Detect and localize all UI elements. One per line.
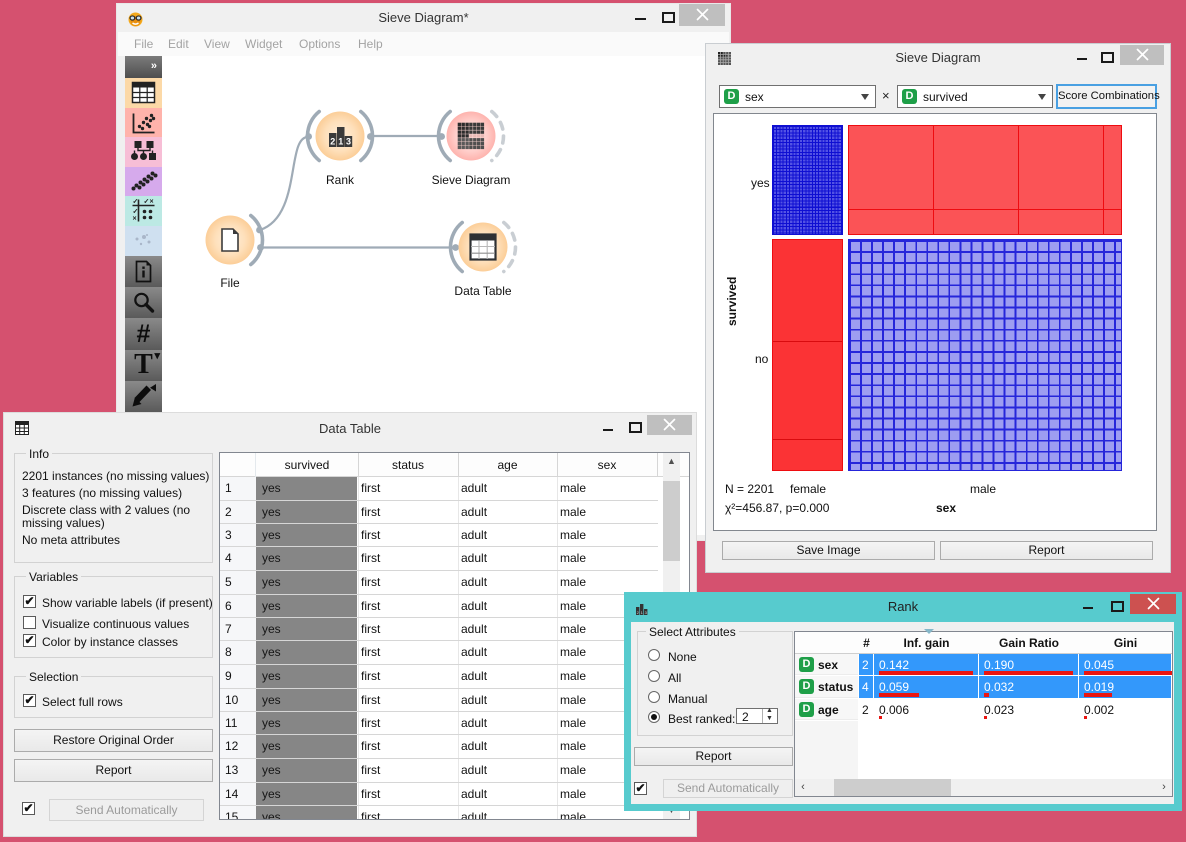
svg-text:2: 2 [637, 610, 640, 615]
svg-text:3: 3 [645, 610, 648, 615]
svg-text:1: 1 [641, 610, 644, 615]
svg-text:File: File [220, 276, 240, 290]
svg-text:2: 2 [330, 137, 335, 147]
svg-text:✓: ✓ [133, 199, 139, 206]
svg-text:3: 3 [346, 137, 351, 147]
svg-text:Rank: Rank [326, 173, 355, 187]
svg-text:1: 1 [338, 137, 343, 147]
svg-text:Data Table: Data Table [454, 284, 511, 298]
svg-text:×: × [133, 216, 137, 223]
svg-text:✓: ✓ [144, 199, 150, 206]
svg-text:✓: ✓ [133, 209, 139, 216]
svg-text:Sieve Diagram: Sieve Diagram [432, 173, 511, 187]
svg-text:×: × [150, 199, 154, 206]
